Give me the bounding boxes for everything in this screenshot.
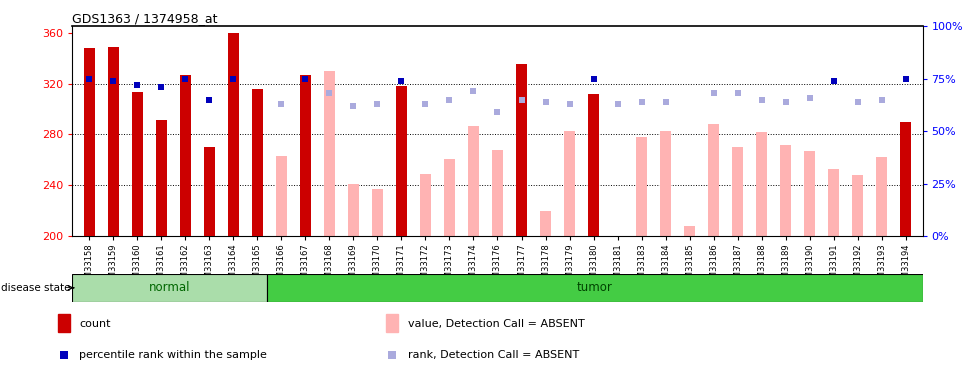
- Bar: [781, 145, 791, 236]
- Bar: [324, 71, 335, 236]
- Text: rank, Detection Call = ABSENT: rank, Detection Call = ABSENT: [408, 350, 579, 360]
- Bar: [276, 156, 287, 236]
- Text: tumor: tumor: [577, 281, 612, 294]
- Text: disease state: disease state: [2, 283, 73, 293]
- Bar: [348, 184, 358, 236]
- Bar: [444, 159, 455, 236]
- Bar: [180, 75, 190, 236]
- Bar: [420, 174, 431, 236]
- Bar: [756, 132, 767, 236]
- Bar: [805, 151, 815, 236]
- Bar: [852, 175, 863, 236]
- Bar: [540, 211, 551, 236]
- Text: count: count: [79, 319, 111, 329]
- Bar: [492, 150, 503, 236]
- Bar: [732, 147, 743, 236]
- Bar: [828, 169, 839, 236]
- Bar: [372, 189, 383, 236]
- Bar: [469, 126, 479, 236]
- Text: normal: normal: [149, 281, 190, 294]
- Bar: [386, 314, 398, 332]
- Text: value, Detection Call = ABSENT: value, Detection Call = ABSENT: [408, 319, 584, 329]
- Bar: [267, 274, 923, 302]
- Bar: [84, 48, 95, 236]
- Bar: [588, 94, 599, 236]
- Bar: [660, 130, 671, 236]
- Bar: [564, 130, 575, 236]
- Bar: [396, 86, 407, 236]
- Bar: [900, 122, 911, 236]
- Text: GDS1363 / 1374958_at: GDS1363 / 1374958_at: [72, 12, 218, 25]
- Bar: [300, 75, 311, 236]
- Bar: [228, 33, 239, 236]
- Bar: [108, 46, 119, 236]
- Bar: [132, 92, 143, 236]
- Text: percentile rank within the sample: percentile rank within the sample: [79, 350, 267, 360]
- Bar: [684, 226, 695, 236]
- Bar: [252, 88, 263, 236]
- Bar: [516, 64, 526, 236]
- Bar: [637, 137, 647, 236]
- Bar: [58, 314, 70, 332]
- Bar: [876, 158, 887, 236]
- Bar: [72, 274, 267, 302]
- Bar: [204, 147, 214, 236]
- Bar: [156, 120, 167, 236]
- Bar: [708, 124, 719, 236]
